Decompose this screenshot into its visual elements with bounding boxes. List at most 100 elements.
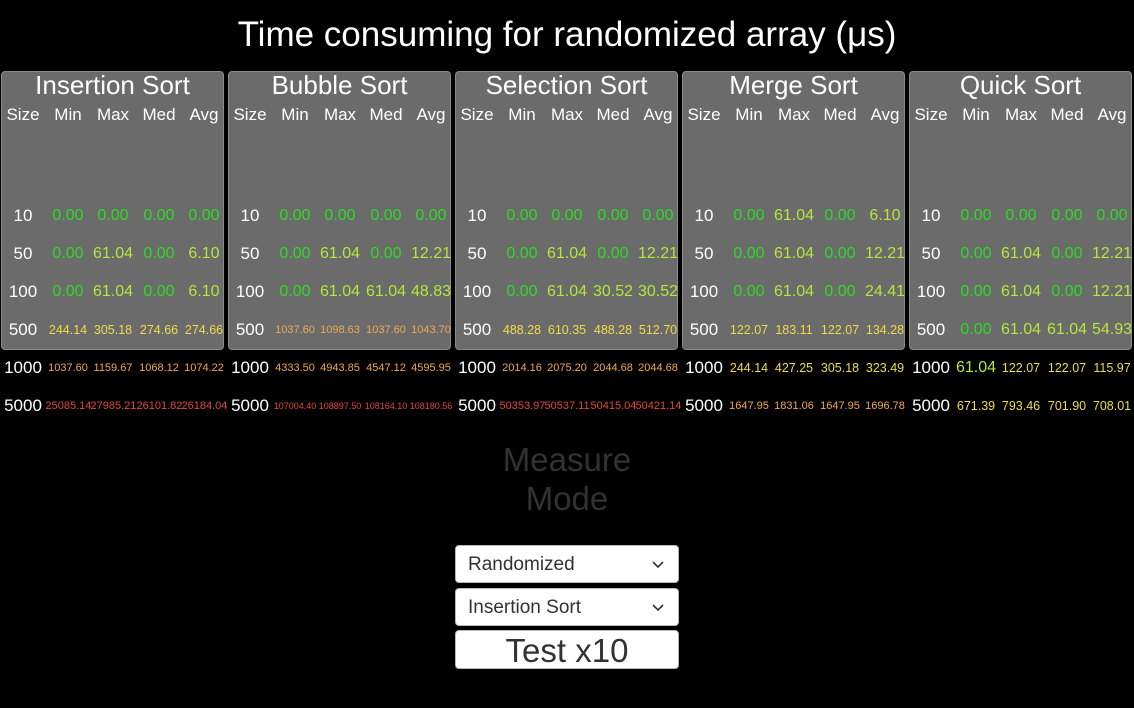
value-cell-avg: 50421.14 [635, 400, 681, 412]
value-cell-max: 610.35 [547, 323, 587, 337]
size-cell: 5000 [912, 396, 950, 415]
value-cell-max: 61.04 [773, 207, 815, 224]
column-header-size: Size [914, 105, 948, 124]
value-cell-min: 50353.97 [499, 400, 545, 412]
panel-bubble-sort: Bubble Sort Size Min Max Med Avg 10 0.00 0.00 0.0… [228, 70, 452, 415]
column-header-max: Max [550, 105, 584, 124]
value-cell-max: 61.04 [1000, 321, 1042, 338]
value-cell-avg: 6.10 [188, 245, 220, 262]
column-header-min: Min [281, 105, 309, 124]
value-cell-med: 0.00 [370, 207, 402, 224]
value-cell-avg: 26184.04 [181, 400, 227, 412]
value-cell-min: 0.00 [960, 207, 992, 224]
value-cell-med: 122.07 [1047, 361, 1087, 375]
value-cell-max: 0.00 [1005, 207, 1037, 224]
value-cell-med: 1037.60 [366, 324, 406, 336]
value-cell-med: 2044.68 [593, 362, 633, 374]
size-cell: 5000 [458, 396, 496, 415]
value-cell-min: 0.00 [52, 207, 84, 224]
value-cell-min: 1037.60 [275, 324, 315, 336]
size-cell: 100 [689, 282, 719, 301]
size-cell: 100 [8, 282, 38, 301]
value-cell-min: 488.28 [502, 323, 542, 337]
panel-insertion-sort: Insertion Sort Size Min Max Med Avg 10 0.00 0.00… [1, 70, 227, 415]
panel-merge-sort: Merge Sort Size Min Max Med Avg 10 0.00 61.04 0.0… [682, 71, 905, 415]
size-cell: 10 [921, 206, 941, 225]
column-header-size: Size [687, 105, 721, 124]
value-cell-avg: 0.00 [415, 207, 447, 224]
value-cell-med: 0.00 [597, 207, 629, 224]
value-cell-min: 0.00 [279, 207, 311, 224]
value-cell-med: 0.00 [143, 283, 175, 300]
value-cell-med: 488.28 [593, 323, 633, 337]
array-type-dropdown[interactable]: Randomized [455, 545, 679, 583]
size-cell: 100 [235, 282, 265, 301]
value-cell-med: 61.04 [1046, 321, 1088, 338]
size-cell: 50 [694, 244, 714, 263]
value-cell-med: 50415.04 [590, 400, 636, 412]
value-cell-avg: 1043.70 [411, 324, 451, 336]
size-cell: 1000 [231, 358, 269, 377]
value-cell-min: 0.00 [52, 245, 84, 262]
value-cell-max: 61.04 [319, 283, 361, 300]
value-cell-med: 0.00 [370, 245, 402, 262]
value-cell-max: 108897.50 [318, 401, 362, 411]
panel-title: Insertion Sort [35, 70, 190, 100]
value-cell-min: 0.00 [960, 283, 992, 300]
column-header-med: Med [1050, 105, 1084, 124]
column-header-max: Max [96, 105, 130, 124]
column-header-size: Size [460, 105, 494, 124]
size-cell: 500 [235, 320, 265, 339]
value-cell-min: 4333.50 [275, 362, 315, 374]
value-cell-max: 50537.11 [544, 400, 590, 412]
value-cell-med: 0.00 [1051, 207, 1083, 224]
value-cell-med: 108164.10 [364, 401, 408, 411]
size-cell: 5000 [4, 396, 42, 415]
value-cell-avg: 54.93 [1091, 321, 1133, 338]
value-cell-max: 122.07 [1001, 361, 1041, 375]
value-cell-max: 27985.21 [90, 400, 136, 412]
panel-title: Selection Sort [485, 70, 648, 100]
value-cell-avg: 2044.68 [638, 362, 678, 374]
column-header-avg: Avg [1097, 105, 1127, 124]
value-cell-avg: 48.83 [410, 283, 452, 300]
value-cell-avg: 6.10 [869, 207, 901, 224]
value-cell-avg: 12.21 [410, 245, 452, 262]
panel-selection-sort: Selection Sort Size Min Max Med Avg 10 0.00 0.00… [455, 70, 681, 415]
value-cell-max: 61.04 [546, 283, 588, 300]
test-button[interactable]: Test x10 [455, 630, 679, 669]
value-cell-avg: 0.00 [642, 207, 674, 224]
value-cell-avg: 6.10 [188, 283, 220, 300]
column-header-min: Min [54, 105, 82, 124]
value-cell-avg: 0.00 [188, 207, 220, 224]
value-cell-min: 0.00 [506, 245, 538, 262]
value-cell-min: 0.00 [733, 283, 765, 300]
size-cell: 1000 [4, 358, 42, 377]
value-cell-med: 0.00 [1051, 245, 1083, 262]
value-cell-max: 1831.06 [774, 400, 814, 412]
size-cell: 500 [8, 320, 38, 339]
measure-mode-label: Measure Mode [502, 441, 632, 517]
value-cell-min: 0.00 [279, 283, 311, 300]
chevron-down-icon [652, 561, 664, 569]
value-cell-min: 0.00 [506, 207, 538, 224]
value-cell-avg: 274.66 [184, 323, 224, 337]
panel-title: Quick Sort [959, 70, 1082, 100]
column-header-avg: Avg [870, 105, 900, 124]
algorithm-dropdown[interactable]: Insertion Sort [455, 588, 679, 626]
value-cell-avg: 115.97 [1093, 361, 1131, 375]
column-header-max: Max [1004, 105, 1038, 124]
value-cell-avg: 108180.56 [409, 401, 453, 411]
value-cell-max: 2075.20 [547, 362, 587, 374]
size-cell: 100 [462, 282, 492, 301]
value-cell-avg: 1074.22 [184, 362, 224, 374]
value-cell-med: 30.52 [592, 283, 634, 300]
value-cell-min: 2014.16 [502, 362, 542, 374]
value-cell-max: 4943.85 [320, 362, 360, 374]
value-cell-max: 793.46 [1001, 399, 1041, 413]
value-cell-avg: 323.49 [865, 361, 905, 375]
panel-title: Bubble Sort [271, 70, 408, 100]
value-cell-min: 1037.60 [48, 362, 88, 374]
value-cell-avg: 134.28 [865, 323, 905, 337]
column-header-avg: Avg [416, 105, 446, 124]
